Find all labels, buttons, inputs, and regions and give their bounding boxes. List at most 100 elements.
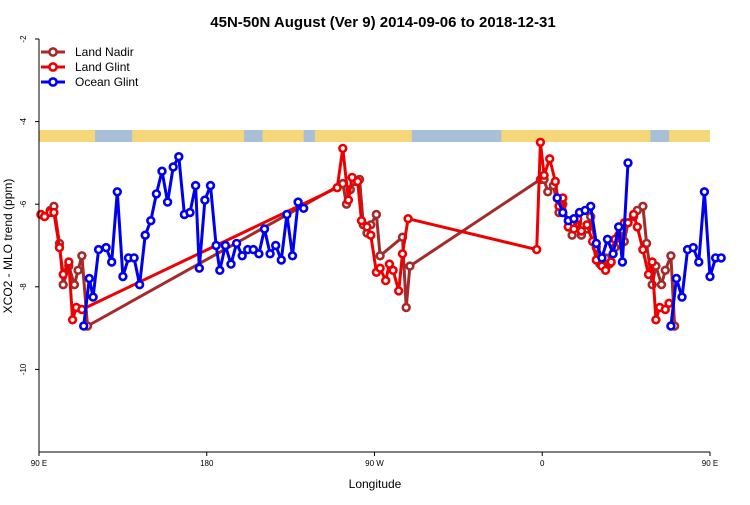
data-point	[88, 292, 98, 302]
data-point	[299, 203, 309, 214]
data-point	[254, 249, 264, 259]
data-point	[539, 170, 549, 181]
data-point	[162, 197, 173, 207]
data-point	[591, 238, 601, 249]
data-point	[585, 201, 596, 212]
land-band-3	[314, 130, 412, 142]
data-point	[671, 273, 682, 284]
data-point	[375, 263, 385, 273]
data-point	[259, 224, 270, 234]
data-point	[58, 280, 68, 290]
legend-swatch-marker	[48, 62, 58, 72]
land-band-2	[262, 130, 304, 142]
land-band-5	[668, 130, 710, 142]
data-point	[287, 251, 298, 261]
data-point	[531, 244, 542, 255]
data-point	[49, 207, 59, 218]
data-point	[613, 222, 624, 232]
data-point	[628, 209, 639, 220]
data-point	[78, 321, 89, 331]
data-point	[375, 251, 385, 261]
data-point	[656, 280, 667, 290]
data-point	[211, 240, 221, 251]
data-point	[64, 257, 74, 267]
x-tick-label: 90 E	[31, 459, 47, 468]
data-point	[550, 176, 560, 187]
data-point	[394, 286, 404, 296]
data-point	[54, 242, 65, 253]
data-point	[716, 253, 726, 263]
series-land-nadir	[45, 174, 680, 331]
data-point	[226, 259, 236, 269]
data-point	[405, 261, 415, 271]
data-point	[67, 315, 78, 325]
data-point	[606, 257, 616, 267]
data-point	[558, 207, 568, 218]
series-layer	[36, 137, 726, 331]
data-point	[544, 154, 555, 164]
x-axis-label: Longitude	[349, 477, 402, 491]
land-band-0	[39, 130, 95, 142]
data-point	[69, 280, 80, 290]
data-point	[146, 216, 156, 226]
data-point	[118, 271, 128, 282]
legend-label: Land Glint	[75, 60, 130, 74]
data-point	[106, 257, 117, 267]
data-point	[677, 292, 687, 302]
data-point	[569, 224, 579, 234]
y-axis-label: XCO2 - MLO trend (ppm)	[1, 179, 15, 314]
data-point	[632, 222, 642, 232]
legend-item-land-nadir: Land Nadir	[41, 45, 134, 59]
data-point	[617, 257, 628, 267]
y-tick-label: -8	[19, 283, 28, 291]
data-point	[134, 280, 145, 290]
data-point	[388, 265, 398, 275]
y-tick-label: -4	[19, 117, 28, 125]
data-point	[660, 265, 670, 275]
data-point	[129, 253, 139, 263]
data-point	[576, 226, 587, 236]
data-point	[623, 158, 633, 168]
data-point	[271, 240, 281, 251]
data-point	[643, 269, 654, 280]
y-tick-label: -10	[19, 363, 28, 375]
x-tick-label: 90 W	[365, 459, 384, 468]
data-point	[77, 251, 87, 261]
data-point	[602, 234, 613, 245]
x-tick-label: 0	[540, 459, 545, 468]
data-point	[381, 275, 391, 286]
series-land-glint	[36, 137, 674, 325]
data-point	[666, 321, 676, 331]
x-tick-label: 180	[200, 459, 214, 468]
data-point	[220, 240, 231, 251]
land-ocean-strip	[39, 130, 710, 142]
data-point	[535, 137, 546, 148]
data-point	[638, 201, 648, 212]
y-tick-label: -6	[19, 200, 28, 208]
data-point	[151, 189, 162, 199]
legend-label: Land Nadir	[75, 45, 134, 59]
data-point	[366, 230, 376, 240]
y-tick-label: -2	[19, 35, 28, 43]
data-point	[101, 242, 111, 253]
data-point	[694, 257, 704, 267]
series-line	[669, 190, 722, 327]
data-point	[140, 230, 150, 240]
data-point	[190, 180, 201, 191]
data-point	[403, 214, 413, 224]
data-point	[237, 251, 247, 261]
data-point	[664, 298, 674, 308]
data-point	[353, 176, 363, 187]
data-point	[194, 263, 205, 273]
data-point	[362, 222, 372, 232]
data-point	[647, 257, 657, 267]
data-point	[343, 195, 354, 205]
series-segment-3	[552, 158, 633, 267]
data-point	[157, 166, 167, 176]
legend-item-ocean-glint: Ocean Glint	[41, 75, 139, 89]
data-point	[93, 244, 104, 255]
land-band-4	[501, 130, 651, 142]
data-point	[371, 209, 382, 220]
